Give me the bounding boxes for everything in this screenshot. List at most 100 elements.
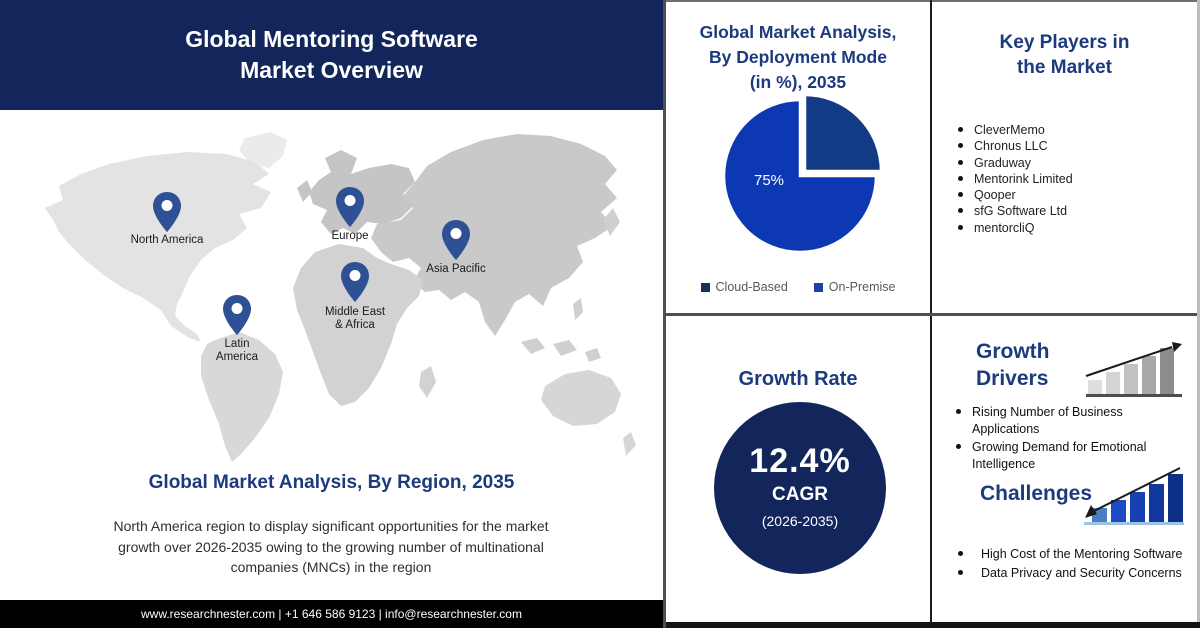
key-player-name: mentorcliQ bbox=[974, 220, 1035, 235]
drivers-challenges-panel: Growth Drivers Rising Number of Business… bbox=[932, 316, 1197, 622]
japan-shape bbox=[603, 208, 620, 236]
list-item: High Cost of the Mentoring Software bbox=[958, 546, 1190, 563]
legend-swatch-on-premise-icon bbox=[813, 282, 823, 292]
pie-chart-title: Global Market Analysis, By Deployment Mo… bbox=[666, 2, 930, 95]
growth-rate-panel: Growth Rate 12.4% CAGR (2026-2035) bbox=[666, 316, 930, 622]
map-label-latin-america: Latin America bbox=[215, 338, 259, 363]
africa-shape bbox=[293, 244, 423, 406]
cagr-metric-label: CAGR bbox=[772, 484, 828, 505]
key-player-name: Graduway bbox=[974, 155, 1031, 170]
map-pin-latin-america-icon bbox=[223, 295, 251, 335]
cagr-period: (2026-2035) bbox=[761, 513, 839, 529]
key-player-name: Mentorink Limited bbox=[974, 171, 1073, 186]
australia-shape bbox=[541, 370, 621, 426]
list-item: Chronus LLC bbox=[958, 138, 1197, 154]
legend-label-on-premise: On-Premise bbox=[828, 280, 896, 294]
map-label-north-america: North America bbox=[130, 234, 204, 246]
list-item: Rising Number of Business Applications bbox=[956, 404, 1188, 437]
region-analysis-title: Global Market Analysis, By Region, 2035 bbox=[148, 472, 515, 493]
list-item: Qooper bbox=[958, 187, 1197, 203]
vertical-divider-left bbox=[663, 0, 666, 628]
bullet-icon bbox=[958, 192, 963, 198]
list-item: mentorcliQ bbox=[958, 220, 1197, 236]
pie-data-label: 75% bbox=[754, 172, 784, 189]
north-america-shape bbox=[45, 152, 271, 342]
indonesia-island-shape bbox=[521, 338, 545, 354]
list-item: CleverMemo bbox=[958, 122, 1197, 138]
list-item: Graduway bbox=[958, 155, 1197, 171]
map-label-middle-east-africa: Middle East & Africa bbox=[324, 306, 386, 331]
bullet-icon bbox=[958, 569, 963, 575]
key-player-name: CleverMemo bbox=[974, 123, 1045, 137]
map-pin-asia-pacific-icon bbox=[442, 220, 470, 260]
challenge-text: Data Privacy and Security Concerns bbox=[981, 565, 1182, 580]
growth-drivers-title: Growth Drivers bbox=[976, 340, 1050, 390]
growth-driver-text: Growing Demand for Emotional Intelligenc… bbox=[972, 440, 1147, 471]
map-label-europe: Europe bbox=[331, 230, 369, 242]
footer-contact-bar: www.researchnester.com | +1 646 586 9123… bbox=[0, 600, 663, 628]
key-players-title: Key Players in the Market bbox=[999, 32, 1130, 78]
bullet-icon bbox=[958, 127, 963, 132]
pie-legend: Cloud-Based On-Premise bbox=[666, 280, 930, 294]
bullet-icon bbox=[958, 551, 963, 556]
legend-item-cloud-based: Cloud-Based bbox=[700, 280, 788, 294]
bullet-icon bbox=[958, 208, 963, 214]
bullet-icon bbox=[958, 143, 963, 149]
europe-shape bbox=[309, 150, 415, 234]
bullet-icon bbox=[958, 224, 963, 230]
cagr-value: 12.4% bbox=[749, 442, 851, 480]
bullet-icon bbox=[956, 409, 961, 414]
growth-rate-badge: 12.4% CAGR (2026-2035) bbox=[714, 402, 886, 574]
bottom-divider bbox=[666, 622, 1200, 628]
page-title: Global Mentoring Software Market Overvie… bbox=[185, 26, 478, 83]
new-zealand-shape bbox=[623, 432, 636, 456]
key-players-list: CleverMemo Chronus LLC Graduway Mentorin… bbox=[958, 122, 1197, 236]
list-item: Data Privacy and Security Concerns bbox=[958, 565, 1190, 582]
legend-swatch-cloud-based-icon bbox=[700, 282, 710, 292]
footer-contact-text: www.researchnester.com | +1 646 586 9123… bbox=[141, 607, 522, 621]
growth-drivers-list: Rising Number of Business Applications G… bbox=[956, 404, 1188, 474]
legend-label-cloud-based: Cloud-Based bbox=[715, 280, 788, 294]
map-pin-europe-icon bbox=[336, 187, 364, 227]
indonesia-island-shape bbox=[553, 340, 577, 356]
bullet-icon bbox=[958, 159, 963, 165]
right-edge-divider bbox=[1197, 0, 1200, 628]
deployment-mode-panel: Global Market Analysis, By Deployment Mo… bbox=[666, 2, 930, 313]
top-divider bbox=[666, 0, 1200, 2]
list-item: sfG Software Ltd bbox=[958, 203, 1197, 219]
list-item: Mentorink Limited bbox=[958, 171, 1197, 187]
region-analysis-description: North America region to display signific… bbox=[113, 518, 549, 575]
growth-rate-title: Growth Rate bbox=[738, 368, 858, 390]
world-map bbox=[45, 132, 636, 462]
pie-slice-major bbox=[722, 98, 878, 254]
legend-item-on-premise: On-Premise bbox=[813, 280, 896, 294]
challenges-title: Challenges bbox=[980, 482, 1093, 505]
bullet-icon bbox=[956, 444, 961, 449]
rising-gray-bar-chart-icon bbox=[1085, 342, 1182, 397]
deployment-pie-chart: 75% bbox=[722, 93, 883, 254]
challenge-text: High Cost of the Mentoring Software bbox=[981, 547, 1183, 561]
indonesia-island-shape bbox=[585, 348, 601, 362]
horizontal-divider bbox=[666, 313, 1200, 316]
uk-shape bbox=[297, 180, 312, 202]
list-item: Growing Demand for Emotional Intelligenc… bbox=[956, 439, 1188, 472]
pie-title-line2: By Deployment Mode bbox=[709, 47, 887, 67]
greenland-shape bbox=[239, 132, 287, 168]
blue-bar-chart-down-arrow-icon bbox=[1084, 467, 1184, 525]
challenges-list: High Cost of the Mentoring Software Data… bbox=[958, 546, 1190, 583]
bullet-icon bbox=[958, 175, 963, 181]
key-player-name: Chronus LLC bbox=[974, 139, 1048, 154]
map-pin-middle-east-africa-icon bbox=[341, 262, 369, 302]
south-america-shape bbox=[201, 332, 283, 462]
key-players-panel: Key Players in the Market CleverMemo Chr… bbox=[932, 2, 1197, 313]
philippines-shape bbox=[573, 298, 583, 320]
map-pin-north-america-icon bbox=[153, 192, 181, 232]
title-banner: Global Mentoring Software Market Overvie… bbox=[0, 0, 663, 110]
key-player-name: sfG Software Ltd bbox=[974, 204, 1068, 219]
pie-title-line1: Global Market Analysis, bbox=[699, 22, 897, 42]
madagascar-shape bbox=[419, 366, 436, 398]
key-player-name: Qooper bbox=[974, 188, 1016, 203]
asia-shape bbox=[371, 134, 617, 336]
growth-driver-text: Rising Number of Business Applications bbox=[972, 405, 1123, 436]
